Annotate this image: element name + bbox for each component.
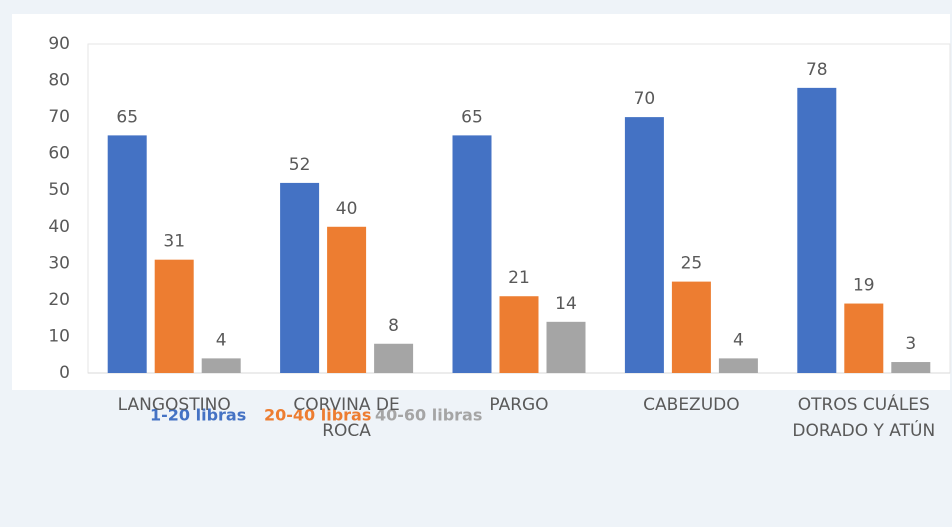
legend-entry: 20-40 libras bbox=[264, 406, 371, 425]
bar bbox=[374, 343, 414, 373]
data-label: 52 bbox=[289, 155, 311, 175]
data-label: 8 bbox=[388, 316, 399, 336]
bar bbox=[107, 135, 147, 373]
data-label: 65 bbox=[461, 107, 483, 127]
data-label: 65 bbox=[116, 107, 138, 127]
x-tick-label: CORVINA DE ROCA bbox=[293, 395, 400, 441]
bar bbox=[499, 296, 539, 373]
data-label: 40 bbox=[336, 199, 358, 219]
y-tick-label: 30 bbox=[48, 253, 70, 273]
y-tick-label: 90 bbox=[48, 34, 70, 54]
data-label: 4 bbox=[733, 330, 744, 350]
bar bbox=[624, 117, 664, 373]
bar bbox=[327, 226, 367, 373]
bar bbox=[844, 303, 884, 373]
data-label: 78 bbox=[806, 60, 828, 80]
y-tick-label: 10 bbox=[48, 326, 70, 346]
x-tick-label: LANGOSTINO bbox=[117, 395, 231, 415]
data-label: 31 bbox=[163, 232, 185, 252]
y-tick-label: 80 bbox=[48, 71, 70, 91]
bar bbox=[891, 362, 931, 373]
bar bbox=[154, 259, 194, 373]
bar bbox=[718, 358, 758, 373]
bar bbox=[452, 135, 492, 373]
data-label: 14 bbox=[555, 294, 577, 314]
y-tick-label: 50 bbox=[48, 180, 70, 200]
data-label: 4 bbox=[216, 330, 227, 350]
data-label: 70 bbox=[634, 89, 656, 109]
bar bbox=[280, 182, 320, 373]
y-tick-label: 40 bbox=[48, 217, 70, 237]
y-tick-label: 20 bbox=[48, 290, 70, 310]
y-tick-label: 0 bbox=[59, 363, 70, 383]
x-tick-label: PARGO bbox=[489, 395, 549, 415]
x-tick-label: OTROS CUÁLES DORADO Y ATÚN bbox=[792, 395, 936, 441]
bar bbox=[797, 87, 837, 373]
bar bbox=[201, 358, 241, 373]
bar bbox=[546, 321, 586, 373]
legend-entry: 1-20 libras bbox=[150, 406, 246, 425]
data-label: 21 bbox=[508, 268, 530, 288]
y-tick-label: 60 bbox=[48, 144, 70, 164]
data-label: 3 bbox=[905, 334, 916, 354]
data-label: 19 bbox=[853, 276, 875, 296]
y-tick-label: 70 bbox=[48, 107, 70, 127]
data-label: 25 bbox=[681, 254, 703, 274]
bar bbox=[671, 281, 711, 373]
legend-entry: 40-60 libras bbox=[375, 406, 482, 425]
x-tick-label: CABEZUDO bbox=[643, 395, 740, 415]
